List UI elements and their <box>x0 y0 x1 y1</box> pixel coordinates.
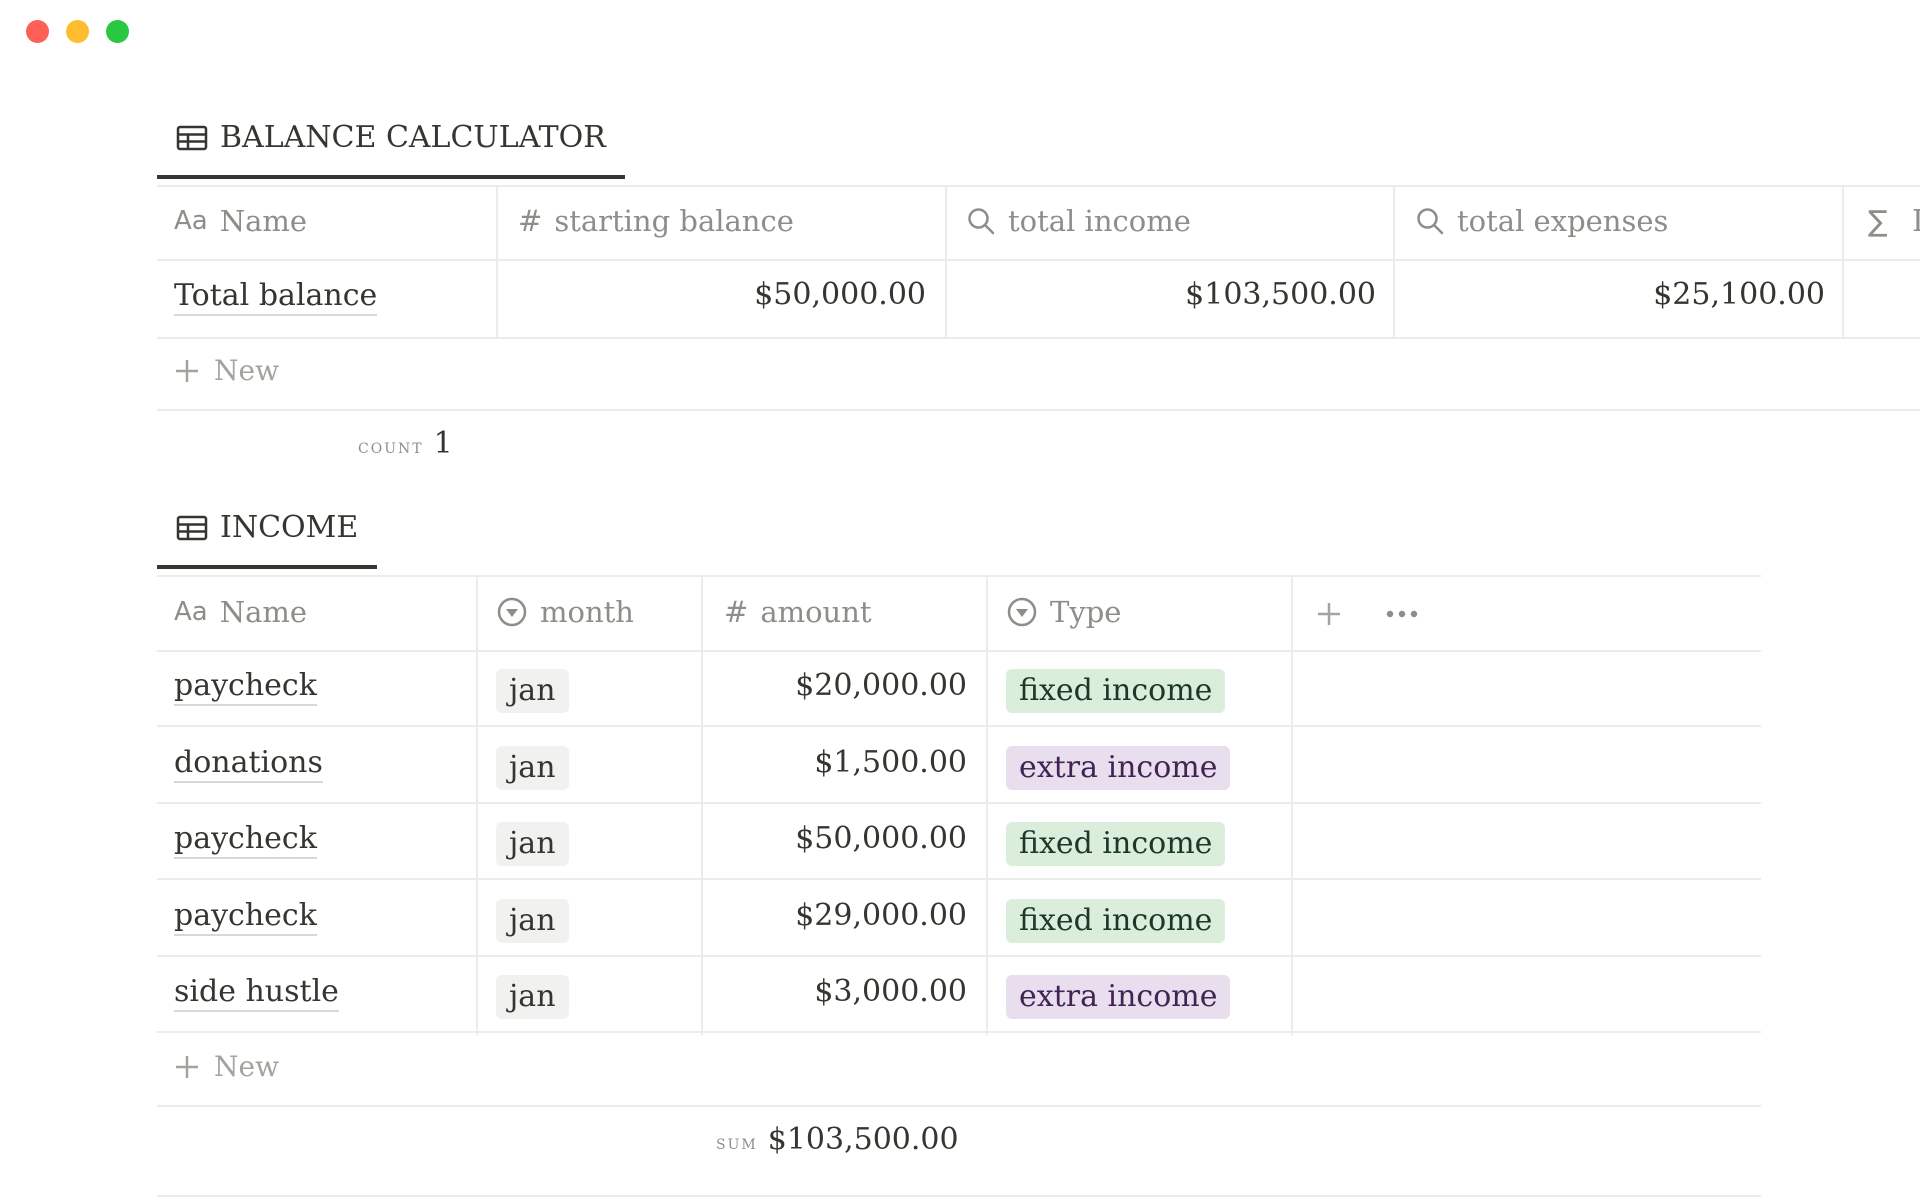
income-row-name[interactable]: paycheck <box>174 897 317 936</box>
number-property-icon: # <box>724 595 749 629</box>
income-row-name[interactable]: side hustle <box>174 974 339 1012</box>
income-row-amount[interactable]: $29,000.00 <box>795 897 967 933</box>
income-row-amount[interactable]: $1,500.00 <box>814 744 967 780</box>
type-tag[interactable]: extra income <box>1006 745 1231 790</box>
clipped-column-header-text: I <box>1912 204 1920 239</box>
column-divider <box>1291 575 1293 1035</box>
month-tag[interactable]: jan <box>496 745 569 790</box>
column-divider <box>476 575 478 1035</box>
income-row-name[interactable]: paycheck <box>174 821 317 859</box>
column-header-total-income[interactable]: total income <box>966 204 1191 238</box>
type-tag[interactable]: fixed income <box>1006 822 1226 866</box>
balance-row-total-income[interactable]: $103,500.00 <box>1185 277 1376 312</box>
divider <box>157 259 1920 261</box>
row-divider <box>157 878 1761 880</box>
type-tag[interactable]: fixed income <box>1006 669 1226 713</box>
month-tag[interactable]: jan <box>496 898 569 943</box>
table-icon <box>176 125 208 150</box>
text-property-icon: Aa <box>174 597 208 627</box>
window-controls <box>26 20 129 43</box>
search-icon <box>968 208 995 235</box>
month-tag[interactable]: jan <box>496 975 569 1019</box>
income-new-row-button[interactable]: New <box>174 1050 279 1083</box>
income-row-amount[interactable]: $20,000.00 <box>795 668 967 703</box>
column-divider <box>945 185 947 339</box>
row-divider <box>157 725 1761 727</box>
column-header-name[interactable]: Aa Name <box>174 204 308 238</box>
add-property-button[interactable] <box>1316 601 1342 627</box>
income-column-header-month[interactable]: month <box>496 595 634 629</box>
active-tab-indicator <box>157 565 378 569</box>
income-sum-calculation[interactable]: SUM $103,500.00 <box>716 1122 959 1157</box>
minimize-window-button[interactable] <box>66 20 89 43</box>
column-header-total-expenses[interactable]: total expenses <box>1415 204 1668 238</box>
income-column-header-amount[interactable]: # amount <box>724 595 872 629</box>
balance-count-calculation[interactable]: COUNT 1 <box>358 426 453 461</box>
income-row-amount[interactable]: $50,000.00 <box>795 821 967 856</box>
column-header-formula[interactable]: ∑ <box>1868 204 1888 238</box>
row-divider <box>157 801 1761 804</box>
income-title: INCOME <box>220 510 359 545</box>
type-tag[interactable]: extra income <box>1006 975 1231 1019</box>
month-tag[interactable]: jan <box>496 822 569 866</box>
select-property-icon <box>1007 597 1037 627</box>
plus-icon <box>176 1055 198 1078</box>
divider <box>157 337 1920 339</box>
active-tab-indicator <box>157 175 625 179</box>
row-divider <box>157 1031 1761 1033</box>
income-row-name[interactable]: donations <box>174 744 323 783</box>
balance-calculator-tab[interactable]: BALANCE CALCULATOR <box>157 120 625 179</box>
column-divider <box>1842 185 1844 339</box>
search-icon <box>1417 208 1444 235</box>
income-row-name[interactable]: paycheck <box>174 668 317 706</box>
column-divider <box>496 185 498 339</box>
text-property-icon: Aa <box>174 206 208 236</box>
sigma-icon: ∑ <box>1868 204 1888 238</box>
more-options-icon[interactable] <box>1386 609 1418 619</box>
divider <box>157 1195 1761 1197</box>
table-icon <box>176 515 208 540</box>
divider <box>157 1105 1761 1107</box>
balance-new-row-button[interactable]: New <box>174 354 279 387</box>
balance-row-starting-balance[interactable]: $50,000.00 <box>754 277 926 312</box>
column-divider <box>701 575 703 1035</box>
column-divider <box>986 575 988 1035</box>
income-tab[interactable]: INCOME <box>157 510 378 569</box>
number-property-icon: # <box>518 204 543 238</box>
divider <box>157 409 1920 411</box>
plus-icon <box>176 359 198 382</box>
income-column-header-type[interactable]: Type <box>1006 595 1121 629</box>
balance-calculator-title: BALANCE CALCULATOR <box>220 120 606 155</box>
balance-row-name[interactable]: Total balance <box>174 278 378 316</box>
income-column-header-name[interactable]: Aa Name <box>174 595 308 629</box>
select-property-icon <box>497 597 527 627</box>
income-row-amount[interactable]: $3,000.00 <box>814 974 967 1009</box>
divider <box>157 650 1761 652</box>
divider <box>157 185 1920 187</box>
column-divider <box>1393 185 1395 339</box>
divider <box>157 575 1761 577</box>
month-tag[interactable]: jan <box>496 669 569 713</box>
column-header-starting-balance[interactable]: # starting balance <box>518 204 794 238</box>
zoom-window-button[interactable] <box>106 20 129 43</box>
balance-row-total-expenses[interactable]: $25,100.00 <box>1653 277 1825 312</box>
type-tag[interactable]: fixed income <box>1006 898 1226 943</box>
close-window-button[interactable] <box>26 20 49 43</box>
row-divider <box>157 954 1761 957</box>
